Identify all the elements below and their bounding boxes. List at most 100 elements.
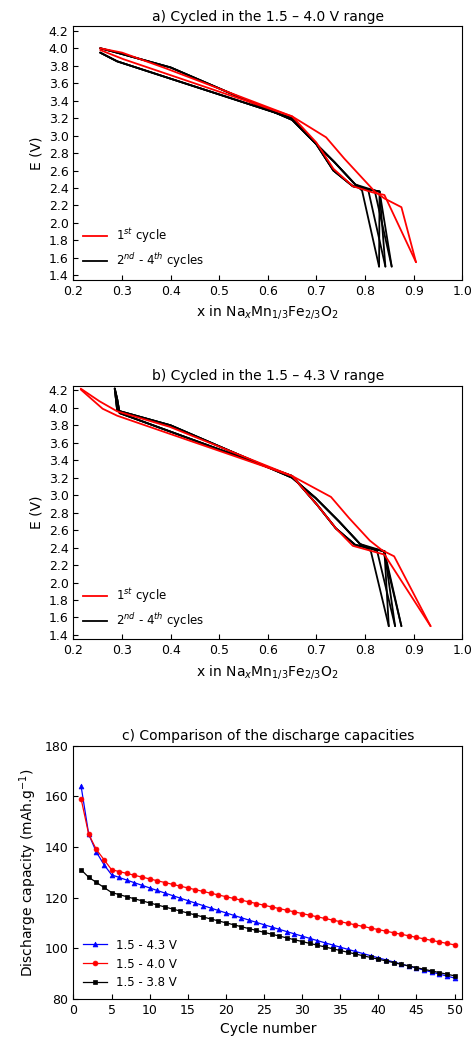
1.5 - 4.3 V xyxy=(223,907,229,920)
1.5 - 4.3 V xyxy=(170,889,175,902)
1.5 - 4.0 V xyxy=(414,931,419,944)
1.5 - 4.0 V xyxy=(246,895,252,908)
1.5 - 4.3 V xyxy=(299,930,305,943)
1.5 - 4.0 V xyxy=(345,916,351,929)
1.5 - 4.3 V xyxy=(192,896,198,909)
1.5 - 3.8 V xyxy=(345,946,351,959)
1.5 - 3.8 V xyxy=(307,937,312,949)
1.5 - 3.8 V xyxy=(215,914,221,927)
1.5 - 4.3 V xyxy=(437,968,442,981)
1.5 - 3.8 V xyxy=(391,957,396,969)
1.5 - 4.0 V xyxy=(215,889,221,902)
1.5 - 3.8 V xyxy=(322,941,328,953)
1.5 - 4.3 V xyxy=(86,828,91,840)
1.5 - 3.8 V xyxy=(254,924,259,937)
1.5 - 4.3 V xyxy=(116,871,122,884)
1.5 - 3.8 V xyxy=(208,912,213,925)
1.5 - 4.3 V xyxy=(101,858,107,871)
1.5 - 4.3 V xyxy=(330,939,336,951)
1.5 - 3.8 V xyxy=(269,928,274,941)
1.5 - 4.0 V xyxy=(330,913,336,926)
1.5 - 3.8 V xyxy=(93,876,99,889)
1.5 - 4.0 V xyxy=(269,901,274,913)
1.5 - 4.3 V xyxy=(322,937,328,949)
1.5 - 4.3 V xyxy=(429,966,435,979)
1.5 - 4.0 V xyxy=(437,935,442,948)
1.5 - 4.3 V xyxy=(406,960,411,972)
X-axis label: Cycle number: Cycle number xyxy=(219,1022,316,1036)
1.5 - 4.0 V xyxy=(155,874,160,887)
1.5 - 3.8 V xyxy=(383,954,389,967)
1.5 - 4.3 V xyxy=(383,953,389,966)
1.5 - 4.0 V xyxy=(391,926,396,939)
1.5 - 4.3 V xyxy=(337,941,343,953)
1.5 - 4.3 V xyxy=(391,956,396,968)
1.5 - 4.0 V xyxy=(307,909,312,922)
1.5 - 3.8 V xyxy=(444,968,450,981)
1.5 - 3.8 V xyxy=(200,911,206,924)
1.5 - 3.8 V xyxy=(360,949,366,962)
1.5 - 3.8 V xyxy=(238,921,244,933)
1.5 - 4.0 V xyxy=(284,904,290,916)
Title: c) Comparison of the discharge capacities: c) Comparison of the discharge capacitie… xyxy=(122,729,414,743)
1.5 - 4.0 V xyxy=(192,884,198,896)
1.5 - 4.3 V xyxy=(208,902,213,914)
1.5 - 4.3 V xyxy=(444,969,450,982)
1.5 - 4.3 V xyxy=(231,909,237,922)
1.5 - 3.8 V xyxy=(429,965,435,978)
1.5 - 4.0 V xyxy=(292,906,297,919)
1.5 - 3.8 V xyxy=(147,896,153,909)
1.5 - 4.3 V xyxy=(139,879,145,892)
1.5 - 4.0 V xyxy=(170,878,175,891)
1.5 - 3.8 V xyxy=(223,916,229,929)
1.5 - 4.3 V xyxy=(147,882,153,894)
1.5 - 3.8 V xyxy=(162,901,168,913)
Legend: 1.5 - 4.3 V, 1.5 - 4.0 V, 1.5 - 3.8 V: 1.5 - 4.3 V, 1.5 - 4.0 V, 1.5 - 3.8 V xyxy=(79,935,181,993)
1.5 - 3.8 V xyxy=(86,871,91,884)
1.5 - 4.0 V xyxy=(223,890,229,903)
1.5 - 4.0 V xyxy=(406,929,411,942)
1.5 - 3.8 V xyxy=(437,966,442,979)
1.5 - 4.3 V xyxy=(155,884,160,896)
1.5 - 4.0 V xyxy=(429,934,435,947)
1.5 - 4.0 V xyxy=(124,867,130,879)
1.5 - 4.0 V xyxy=(238,894,244,907)
1.5 - 4.3 V xyxy=(124,874,130,887)
1.5 - 4.0 V xyxy=(200,885,206,897)
1.5 - 3.8 V xyxy=(414,961,419,973)
1.5 - 4.3 V xyxy=(315,934,320,947)
X-axis label: x in Na$_x$Mn$_{1/3}$Fe$_{2/3}$O$_2$: x in Na$_x$Mn$_{1/3}$Fe$_{2/3}$O$_2$ xyxy=(196,663,339,681)
1.5 - 4.3 V xyxy=(254,916,259,929)
1.5 - 4.3 V xyxy=(353,945,358,958)
1.5 - 4.3 V xyxy=(269,921,274,933)
1.5 - 3.8 V xyxy=(330,943,336,956)
1.5 - 4.3 V xyxy=(246,913,252,926)
1.5 - 3.8 V xyxy=(124,890,130,903)
1.5 - 3.8 V xyxy=(261,926,267,939)
1.5 - 4.0 V xyxy=(444,938,450,950)
1.5 - 3.8 V xyxy=(101,882,107,894)
1.5 - 3.8 V xyxy=(406,960,411,972)
1.5 - 3.8 V xyxy=(299,935,305,948)
1.5 - 3.8 V xyxy=(368,951,374,964)
1.5 - 3.8 V xyxy=(231,919,237,931)
Title: b) Cycled in the 1.5 – 4.3 V range: b) Cycled in the 1.5 – 4.3 V range xyxy=(152,370,384,384)
1.5 - 4.3 V xyxy=(185,894,191,907)
1.5 - 3.8 V xyxy=(452,969,457,982)
1.5 - 3.8 V xyxy=(398,958,404,970)
1.5 - 4.3 V xyxy=(177,892,183,905)
1.5 - 4.0 V xyxy=(185,882,191,894)
1.5 - 3.8 V xyxy=(246,922,252,934)
1.5 - 4.3 V xyxy=(132,876,137,889)
1.5 - 4.0 V xyxy=(322,912,328,925)
1.5 - 3.8 V xyxy=(170,903,175,915)
1.5 - 3.8 V xyxy=(192,909,198,922)
1.5 - 4.0 V xyxy=(93,843,99,856)
1.5 - 4.0 V xyxy=(398,928,404,941)
1.5 - 4.0 V xyxy=(276,903,282,915)
X-axis label: x in Na$_x$Mn$_{1/3}$Fe$_{2/3}$O$_2$: x in Na$_x$Mn$_{1/3}$Fe$_{2/3}$O$_2$ xyxy=(196,303,339,321)
1.5 - 4.3 V xyxy=(307,932,312,945)
1.5 - 4.0 V xyxy=(353,919,358,931)
1.5 - 4.3 V xyxy=(421,964,427,977)
1.5 - 4.3 V xyxy=(284,925,290,938)
